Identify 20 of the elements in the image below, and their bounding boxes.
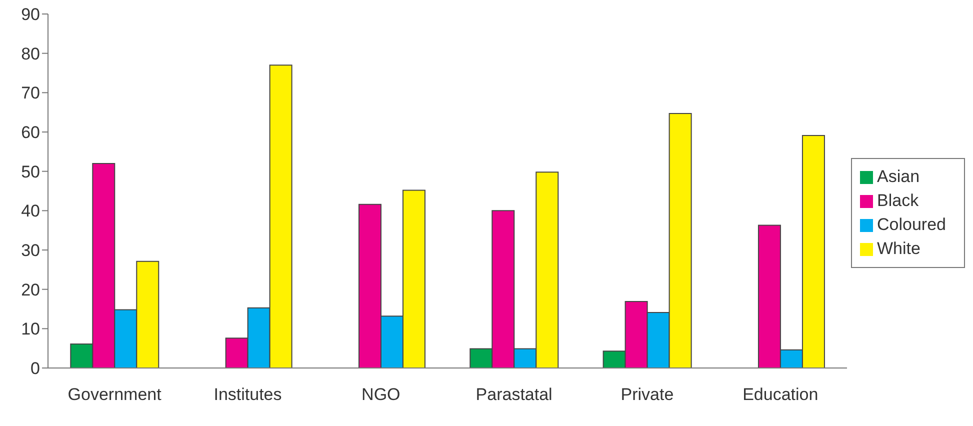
x-tick-label: Institutes	[214, 385, 282, 404]
x-tick-label: Private	[620, 385, 674, 404]
x-tick-label: Education	[742, 385, 818, 404]
y-tick-label: 0	[30, 359, 40, 378]
legend-label: Coloured	[877, 215, 946, 234]
legend-label: Asian	[877, 167, 920, 186]
y-tick-label: 90	[21, 5, 40, 24]
x-tick-label: Parastatal	[476, 385, 552, 404]
x-tick-label: Government	[68, 385, 162, 404]
y-tick-label: 80	[21, 44, 40, 64]
y-tick-label: 20	[21, 280, 40, 300]
y-tick-label: 50	[21, 162, 40, 182]
y-tick-label: 10	[21, 320, 40, 339]
y-tick-label: 40	[21, 202, 40, 221]
legend-label: White	[877, 239, 920, 258]
y-tick-label: 60	[21, 123, 40, 142]
y-tick-label: 30	[21, 241, 40, 260]
legend-label: Black	[877, 191, 919, 210]
x-tick-label: NGO	[362, 385, 400, 404]
y-tick-label: 70	[21, 84, 40, 103]
